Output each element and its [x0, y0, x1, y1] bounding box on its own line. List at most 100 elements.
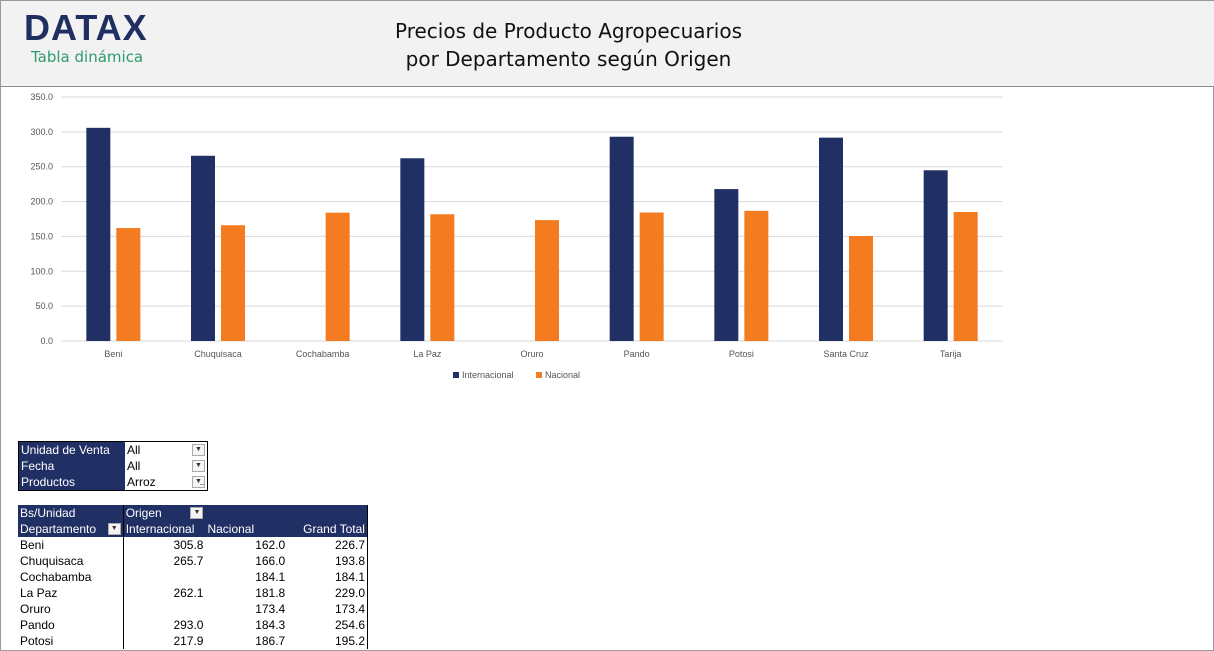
cell-value: 226.7: [334, 538, 365, 552]
header-blank: [205, 505, 287, 521]
bar-internacional[interactable]: [191, 155, 215, 341]
cell-value: 229.0: [334, 586, 365, 600]
cell-value: 293.0: [173, 618, 204, 632]
dropdown-icon[interactable]: ▼: [190, 507, 204, 519]
bar-internacional[interactable]: [819, 137, 843, 341]
cell-value: 217.9: [173, 634, 204, 648]
x-tick-label: Potosi: [729, 349, 754, 359]
table-row: Potosi 217.9 186.7 195.2: [18, 633, 367, 649]
cell-value: 184.3: [255, 618, 286, 632]
x-tick-label: Tarija: [940, 349, 962, 359]
bar-internacional[interactable]: [86, 127, 111, 341]
y-tick-label: 50.0: [35, 301, 53, 311]
x-tick-label: Beni: [104, 349, 122, 359]
cell-value: 162.0: [255, 538, 286, 552]
table-row: Cochabamba 184.1 184.1: [18, 569, 367, 585]
cell-value: 173.4: [334, 602, 365, 616]
row-label: Cochabamba: [18, 569, 124, 585]
y-tick-label: 350.0: [30, 92, 53, 102]
col-field-origen[interactable]: Origen ▼: [124, 505, 206, 521]
filter-value-text: Arroz: [127, 475, 156, 489]
bar-nacional[interactable]: [116, 228, 141, 341]
filter-label: Productos: [19, 474, 125, 490]
table-row: Oruro 173.4 173.4: [18, 601, 367, 617]
cell-value: 265.7: [173, 554, 204, 568]
bar-nacional[interactable]: [744, 210, 769, 341]
cell-value: [124, 569, 206, 585]
row-label: Pando: [18, 617, 124, 633]
filter-value-text: All: [127, 459, 141, 473]
logo: DATAX: [24, 7, 148, 48]
cell-value: 254.6: [334, 618, 365, 632]
filter-value[interactable]: All ▼: [125, 442, 207, 458]
filter-value-text: All: [127, 443, 141, 457]
legend-swatch: [536, 372, 542, 378]
row-label: Chuquisaca: [18, 553, 124, 569]
dropdown-icon[interactable]: ▼: [192, 460, 205, 472]
corner-label: Bs/Unidad: [18, 505, 124, 521]
legend-label: Internacional: [462, 370, 514, 380]
bar-nacional[interactable]: [221, 225, 245, 341]
legend-swatch: [453, 372, 459, 378]
header-blank: [287, 505, 367, 521]
x-tick-label: Oruro: [520, 349, 543, 359]
bar-nacional[interactable]: [430, 214, 455, 341]
title-line-2: por Departamento según Origen: [405, 47, 732, 71]
row-label: Potosi: [18, 633, 124, 649]
x-tick-label: Santa Cruz: [823, 349, 869, 359]
col-header-internacional: Internacional: [125, 522, 195, 536]
x-tick-label: La Paz: [413, 349, 442, 359]
page-title: Precios de Producto Agropecuarios por De…: [331, 17, 806, 73]
row-label: Oruro: [18, 601, 124, 617]
col-header-nacional: Nacional: [207, 522, 255, 536]
report-filters: Unidad de Venta All ▼ Fecha All ▼ Productos Arr…: [18, 441, 208, 491]
cell-value: 262.1: [173, 586, 204, 600]
x-tick-label: Pando: [624, 349, 650, 359]
y-tick-label: 300.0: [30, 127, 53, 137]
cell-value: 193.8: [334, 554, 365, 568]
y-tick-label: 0.0: [40, 336, 53, 346]
y-tick-label: 100.0: [30, 266, 53, 276]
cell-value: 173.4: [255, 602, 286, 616]
bar-internacional[interactable]: [609, 136, 634, 341]
cell-value: 184.1: [334, 570, 365, 584]
row-label: Beni: [18, 537, 124, 553]
bar-nacional[interactable]: [639, 212, 664, 341]
header: DATAX Tabla dinámica Precios de Producto…: [1, 1, 1214, 87]
bar-nacional[interactable]: [535, 220, 559, 341]
filter-icon[interactable]: ▼̲: [192, 476, 205, 488]
y-tick-label: 150.0: [30, 231, 53, 241]
dropdown-icon[interactable]: ▼: [192, 444, 205, 456]
cell-value: 195.2: [334, 634, 365, 648]
bar-nacional[interactable]: [849, 236, 873, 341]
pivot-header-row-2: Departamento ▼ Internacional Nacional Gra…: [18, 521, 367, 537]
filter-row: Fecha All ▼: [19, 458, 207, 474]
bar-internacional[interactable]: [400, 158, 425, 341]
x-tick-label: Chuquisaca: [194, 349, 242, 359]
dropdown-icon[interactable]: ▼: [107, 523, 121, 535]
filter-row: Productos Arroz ▼̲: [19, 474, 207, 490]
bar-nacional[interactable]: [325, 212, 350, 341]
y-tick-label: 200.0: [30, 197, 53, 207]
bar-chart: 0.0 50.0 100.0 150.0 200.0 250.0 300.0 350.0 Ben…: [30, 92, 1003, 380]
cell-value: [124, 601, 206, 617]
x-tick-label: Cochabamba: [296, 349, 350, 359]
cell-value: 166.0: [255, 554, 286, 568]
pivot-table: Bs/Unidad Origen ▼ Departamento ▼ Internac…: [18, 505, 368, 649]
table-row: Pando 293.0 184.3 254.6: [18, 617, 367, 633]
col-header-grand-total: Grand Total: [303, 522, 365, 536]
bar-nacional[interactable]: [953, 211, 978, 341]
bar-internacional[interactable]: [923, 170, 948, 341]
filter-value[interactable]: All ▼: [125, 458, 207, 474]
row-field-departamento[interactable]: Departamento ▼: [18, 521, 124, 537]
row-label: La Paz: [18, 585, 124, 601]
filter-value[interactable]: Arroz ▼̲: [125, 474, 207, 490]
cell-value: 184.1: [255, 570, 286, 584]
filter-row: Unidad de Venta All ▼: [19, 442, 207, 458]
row-field-label: Departamento: [20, 522, 97, 536]
filter-label: Unidad de Venta: [19, 442, 125, 458]
col-field-label: Origen: [125, 506, 162, 520]
cell-value: 305.8: [173, 538, 204, 552]
bar-internacional[interactable]: [714, 189, 739, 341]
subtitle: Tabla dinámica: [31, 48, 144, 66]
